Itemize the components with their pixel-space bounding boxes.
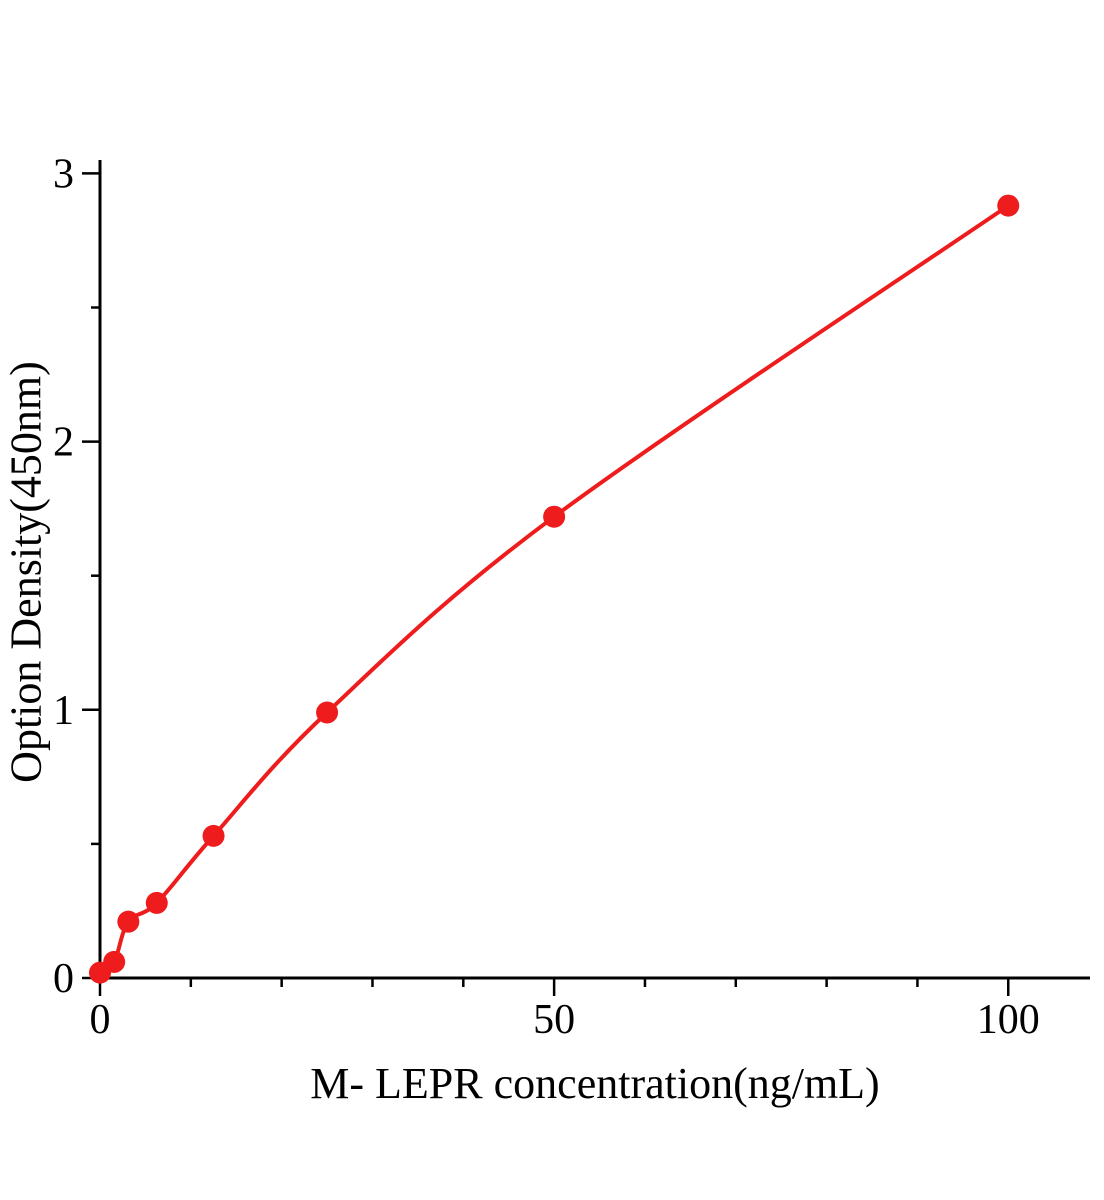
data-point-marker — [543, 505, 566, 528]
data-point-marker — [316, 701, 339, 724]
data-point-marker — [103, 950, 126, 973]
data-point-marker — [117, 910, 140, 933]
y-tick-label: 0 — [53, 956, 74, 1002]
x-axis-title: M- LEPR concentration(ng/mL) — [310, 1059, 880, 1108]
data-point-marker — [145, 891, 168, 914]
y-tick-label: 1 — [53, 688, 74, 734]
x-tick-label: 0 — [90, 997, 111, 1043]
standard-curve-line — [98, 203, 1011, 975]
y-axis-title: Option Density(450nm) — [1, 361, 51, 783]
x-tick-label: 100 — [977, 997, 1040, 1043]
data-point-marker — [202, 824, 225, 847]
y-tick-label: 3 — [53, 151, 74, 197]
x-tick-label: 50 — [533, 997, 575, 1043]
y-tick-label: 2 — [53, 420, 74, 466]
data-point-marker — [997, 194, 1020, 217]
